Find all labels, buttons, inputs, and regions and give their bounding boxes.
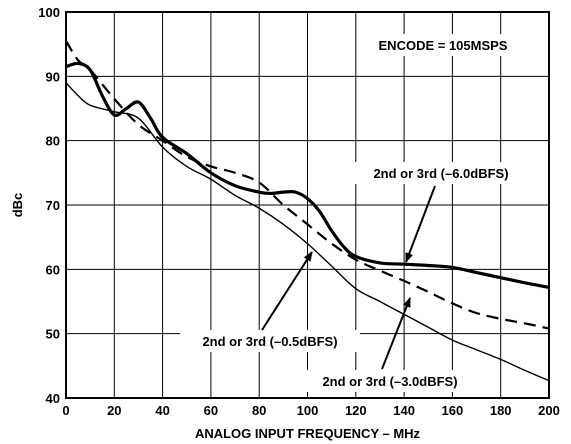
series-line-thin-solid	[65, 82, 550, 382]
y-tick-label: 100	[38, 5, 60, 20]
y-tick-label: 60	[46, 262, 60, 277]
grid	[66, 12, 549, 398]
arrow-3dbfs	[381, 297, 411, 370]
x-tick-label: 200	[538, 403, 560, 418]
x-tick-label: 60	[204, 403, 218, 418]
x-tick-label: 0	[62, 403, 69, 418]
label-6dbfs: 2nd or 3rd (–6.0dBFS)	[373, 166, 508, 181]
encode-label-bg	[360, 34, 525, 56]
arrow-6dbfs	[405, 185, 436, 263]
plot-frame	[65, 11, 550, 399]
y-tick-label: 80	[46, 134, 60, 149]
label-6dbfs-bg	[346, 162, 536, 184]
label-3dbfs-bg	[300, 370, 480, 392]
y-axis-label: dBc	[10, 193, 25, 218]
x-tick-label: 140	[393, 403, 415, 418]
y-tick-label: 50	[46, 327, 60, 342]
x-tick-label: 40	[155, 403, 169, 418]
annotations: ENCODE = 105MSPS 2nd or 3rd (–6.0dBFS) 2…	[180, 34, 536, 392]
series-line-bold-solid	[65, 61, 550, 289]
x-tick-label: 120	[345, 403, 367, 418]
y-tick-label: 90	[46, 69, 60, 84]
x-tick-label: 80	[252, 403, 266, 418]
x-tick-label: 160	[442, 403, 464, 418]
x-tick-label: 180	[490, 403, 512, 418]
x-axis-label: ANALOG INPUT FREQUENCY – MHz	[195, 426, 421, 441]
x-tick-label: 20	[107, 403, 121, 418]
tick-labels: 0 20 40 60 80 100 120 140 160 180 200 40 50 60 70 80 90 1…	[38, 5, 560, 418]
series-line-dashed	[65, 40, 550, 330]
label-3dbfs: 2nd or 3rd (–3.0dBFS)	[322, 374, 457, 389]
x-tick-label: 100	[297, 403, 319, 418]
label-05dbfs: 2nd or 3rd (–0.5dBFS)	[202, 334, 337, 349]
y-tick-label: 40	[46, 391, 60, 406]
series-layer	[65, 40, 550, 382]
encode-label: ENCODE = 105MSPS	[379, 38, 508, 53]
arrow-05dbfs	[261, 251, 313, 331]
y-tick-label: 70	[46, 198, 60, 213]
label-05dbfs-bg	[180, 330, 360, 352]
